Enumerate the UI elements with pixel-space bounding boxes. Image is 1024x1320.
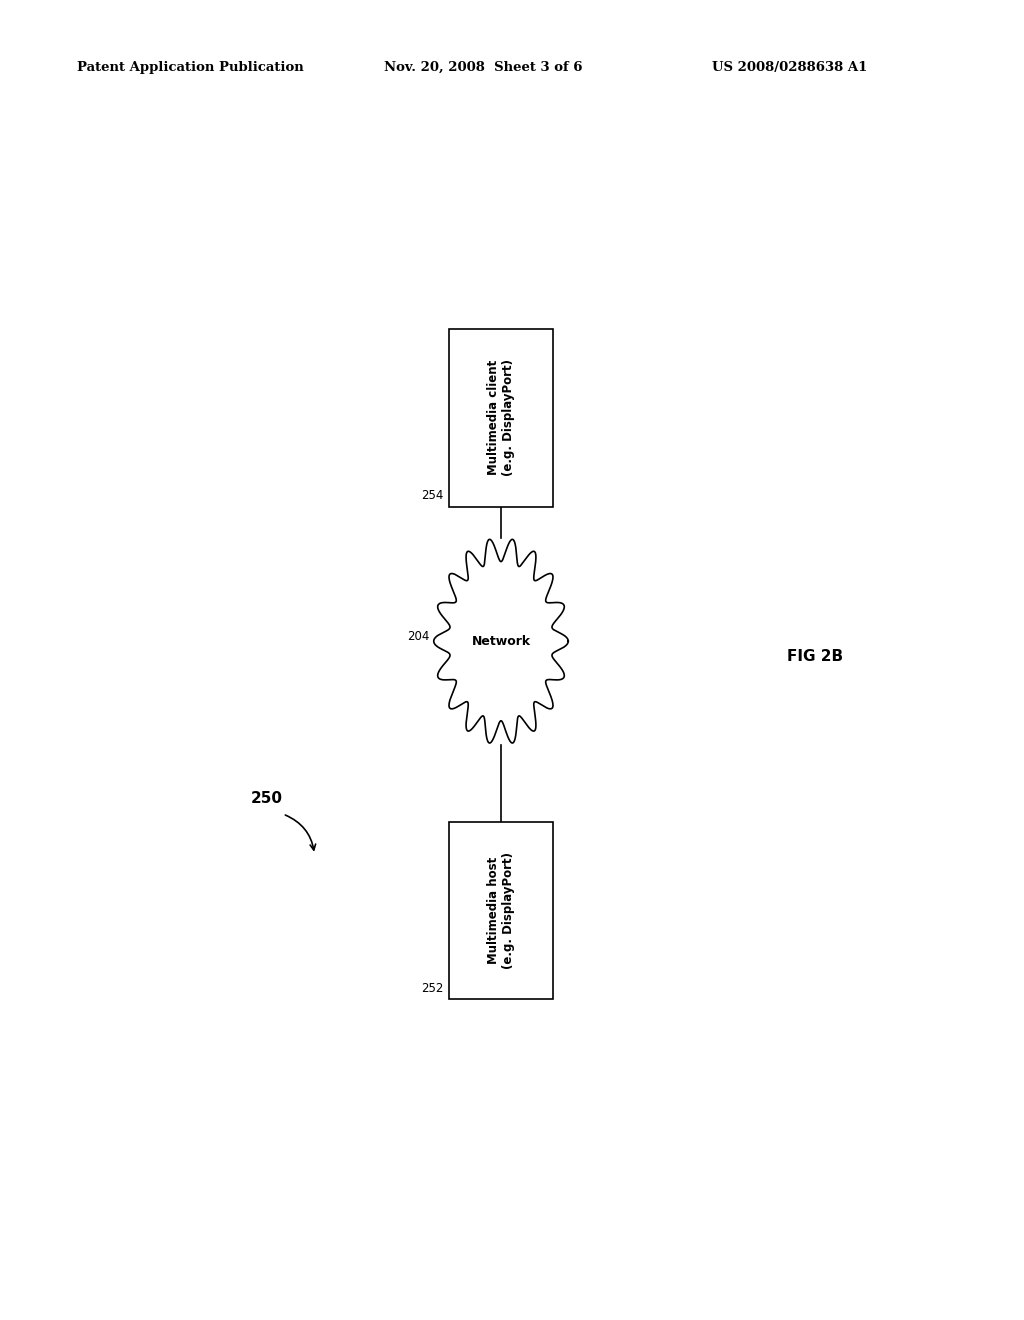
Text: FIG 2B: FIG 2B (786, 649, 843, 664)
Text: US 2008/0288638 A1: US 2008/0288638 A1 (712, 61, 867, 74)
FancyBboxPatch shape (450, 329, 553, 507)
Polygon shape (434, 540, 568, 743)
Text: Multimedia host
(e.g. DisplayPort): Multimedia host (e.g. DisplayPort) (487, 851, 515, 969)
Text: 254: 254 (421, 490, 443, 503)
Text: Nov. 20, 2008  Sheet 3 of 6: Nov. 20, 2008 Sheet 3 of 6 (384, 61, 583, 74)
Text: 204: 204 (408, 630, 430, 643)
Text: Network: Network (471, 635, 530, 648)
FancyBboxPatch shape (450, 821, 553, 999)
Text: Patent Application Publication: Patent Application Publication (77, 61, 303, 74)
Text: 252: 252 (421, 982, 443, 995)
Text: Multimedia client
(e.g. DisplayPort): Multimedia client (e.g. DisplayPort) (487, 359, 515, 477)
Text: 250: 250 (251, 791, 283, 807)
